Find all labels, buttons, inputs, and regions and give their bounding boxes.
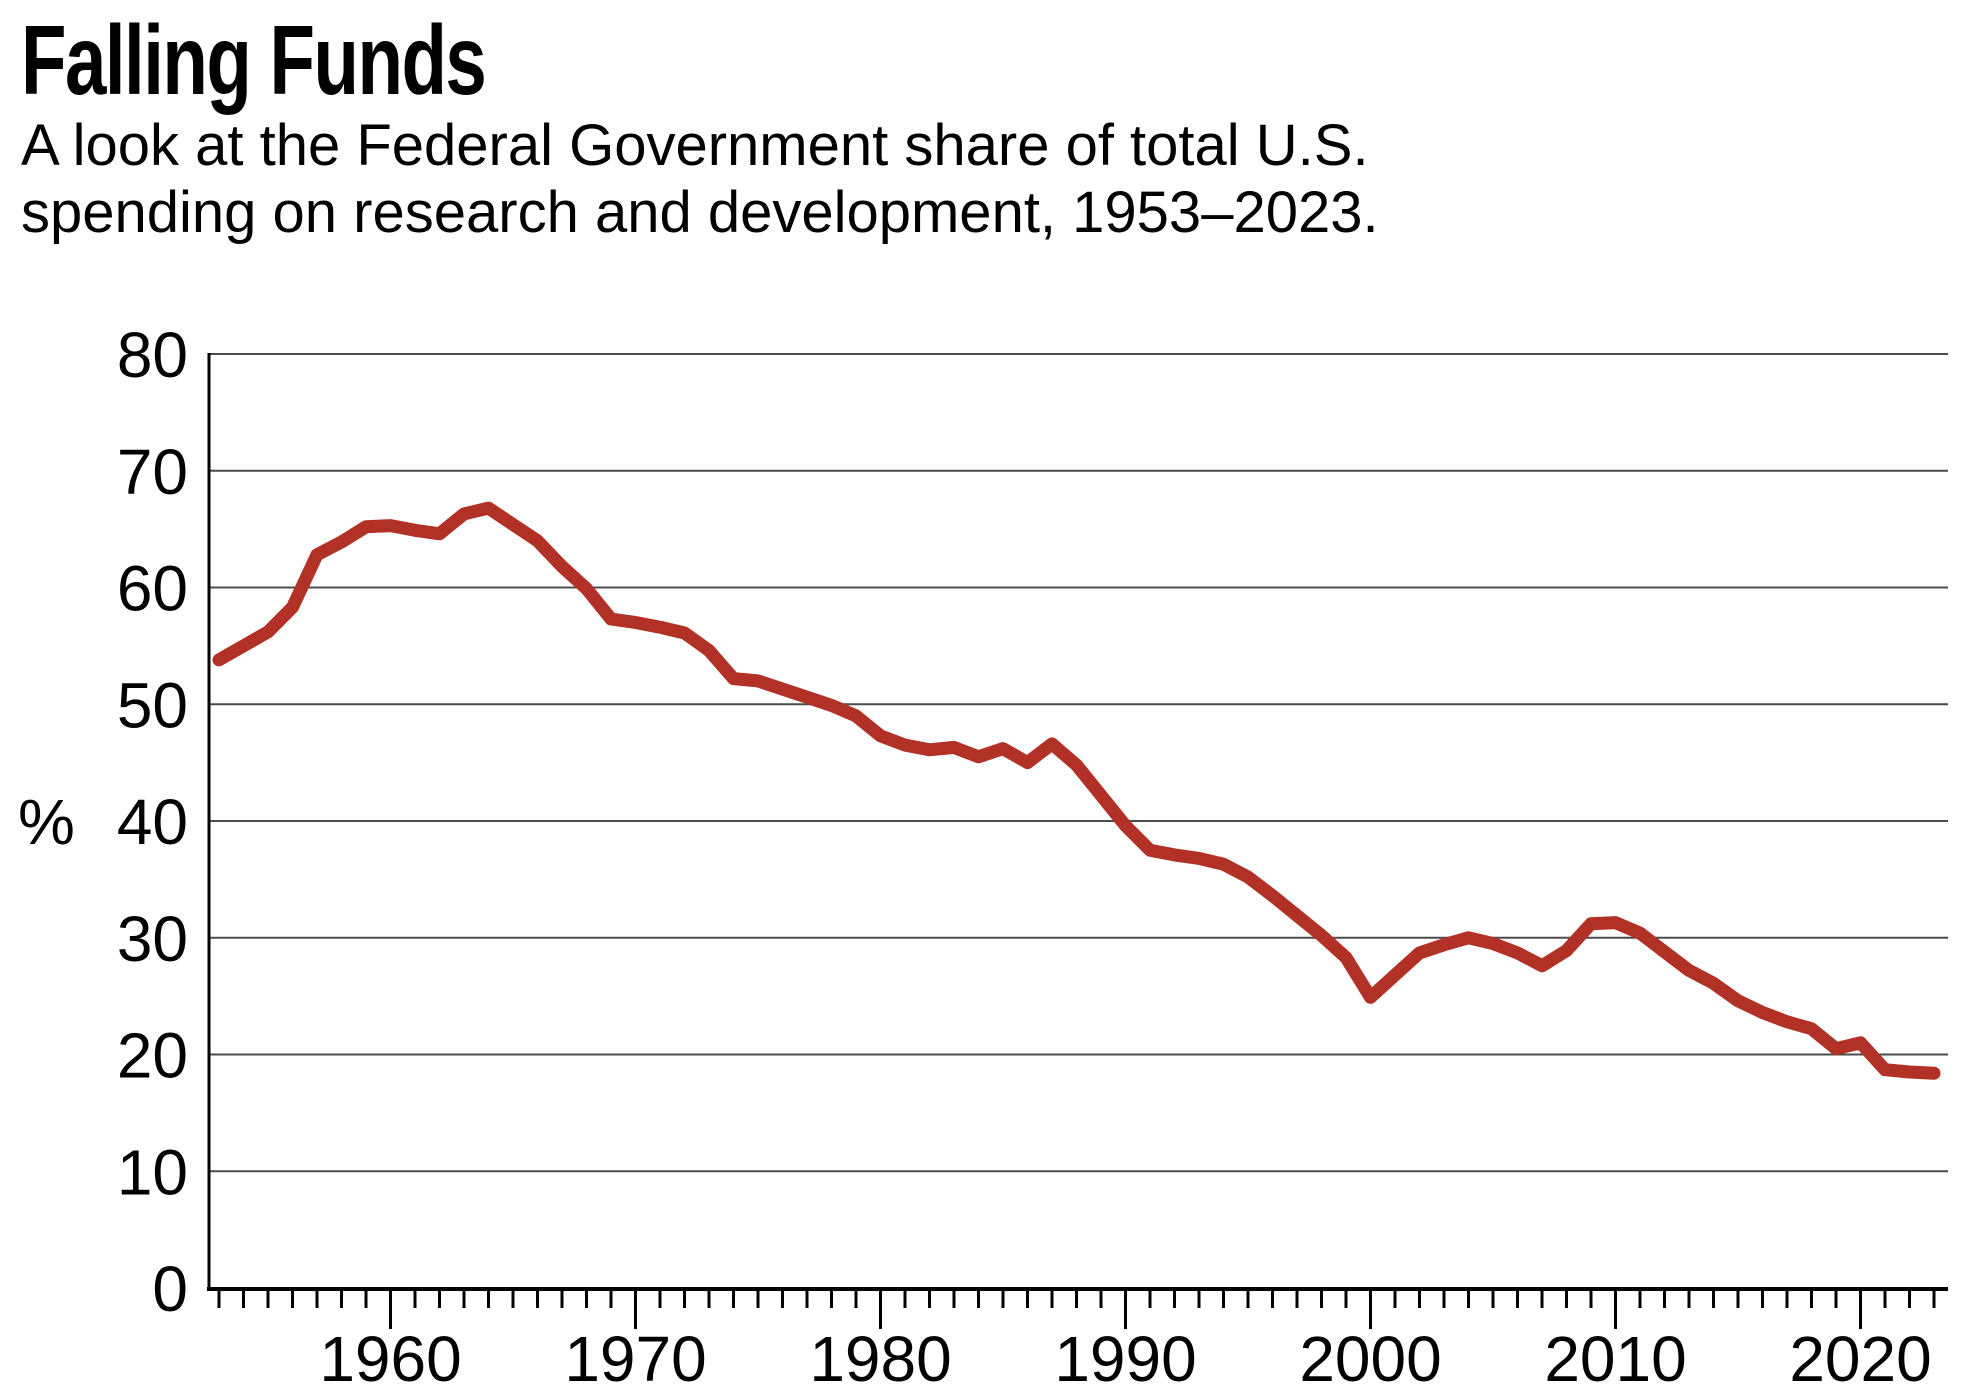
chart-subtitle-line1: A look at the Federal Government share o… [21, 113, 1369, 178]
data-line-federal-share [212, 501, 1941, 1080]
x-tick-label-2020: 2020 [1789, 1323, 1931, 1387]
x-tick-label-1990: 1990 [1054, 1323, 1196, 1387]
chart-subtitle-line2: spending on research and development, 19… [21, 180, 1379, 245]
y-tick-label-80: 80 [117, 319, 188, 391]
x-tick-label-1980: 1980 [809, 1323, 951, 1387]
x-tick-label-1970: 1970 [564, 1323, 706, 1387]
y-tick-label-0: 0 [152, 1253, 188, 1325]
y-tick-label-20: 20 [117, 1020, 188, 1092]
x-tick-label-2000: 2000 [1299, 1323, 1441, 1387]
page-title-text: Falling Funds [21, 5, 487, 115]
x-tick-label-1960: 1960 [319, 1323, 461, 1387]
chart-subtitle: A look at the Federal Government share o… [21, 112, 1379, 246]
x-tick-label-2010: 2010 [1544, 1323, 1686, 1387]
page-title: Falling Funds [21, 4, 632, 117]
y-tick-label-10: 10 [117, 1136, 188, 1208]
y-tick-label-50: 50 [117, 669, 188, 741]
y-tick-label-60: 60 [117, 553, 188, 625]
y-tick-label-40: 40 [117, 786, 188, 858]
y-axis-title: % [18, 786, 75, 858]
y-tick-label-30: 30 [117, 903, 188, 975]
y-tick-label-70: 70 [117, 436, 188, 508]
